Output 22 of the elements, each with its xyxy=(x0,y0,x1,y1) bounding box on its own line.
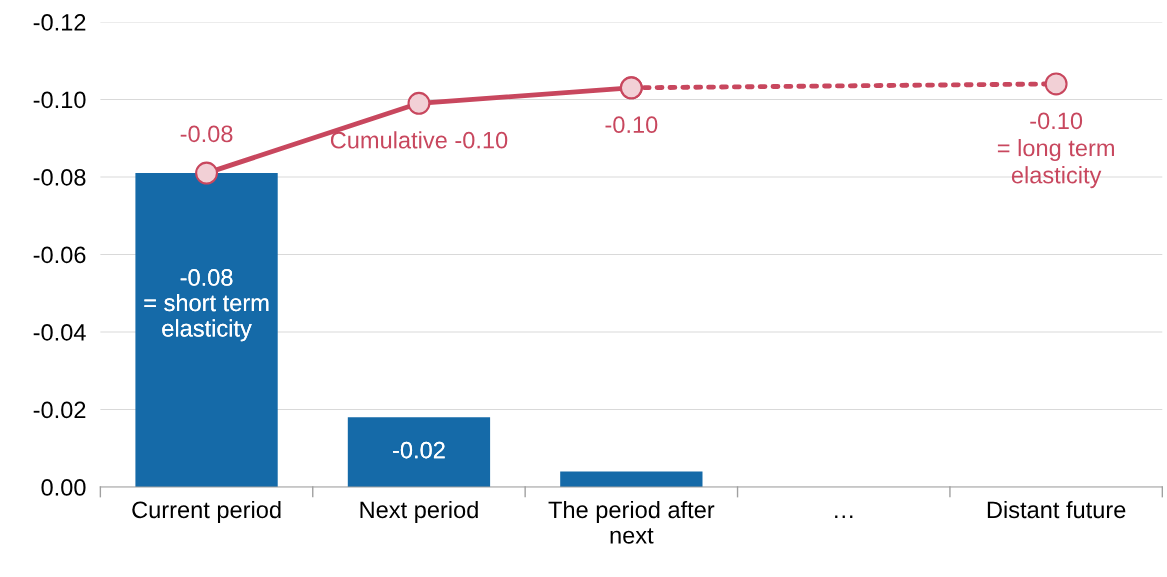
y-tick-label: -0.02 xyxy=(33,401,86,419)
y-tick-label: -0.12 xyxy=(33,13,86,31)
point xyxy=(1044,72,1068,96)
x-tick-label: … xyxy=(835,515,853,518)
y-tick-label: -0.08 xyxy=(33,169,86,186)
data-label: Cumulative -0.10 xyxy=(330,131,508,149)
data-label: -0.10 = long term elasticity xyxy=(997,112,1114,189)
data-label: -0.10 xyxy=(605,116,658,134)
x-tick-label: Next period xyxy=(360,500,478,523)
x-tick-label: Distant future xyxy=(987,500,1126,519)
y-tick-label: -0.06 xyxy=(33,246,86,264)
y-tick-label: 0.00 xyxy=(41,479,86,496)
x-tick-label: Current period xyxy=(132,500,281,523)
y-tick-label: -0.10 xyxy=(33,91,86,109)
data-label: -0.08 xyxy=(180,125,233,143)
point xyxy=(407,91,431,115)
y-tick-label: -0.04 xyxy=(33,324,86,341)
x-tick-label: The period after next xyxy=(548,500,715,544)
data-label: -0.08 = short term elasticity xyxy=(144,269,269,342)
point xyxy=(195,161,219,185)
data-label: -0.02 xyxy=(393,441,445,459)
point xyxy=(619,76,643,100)
